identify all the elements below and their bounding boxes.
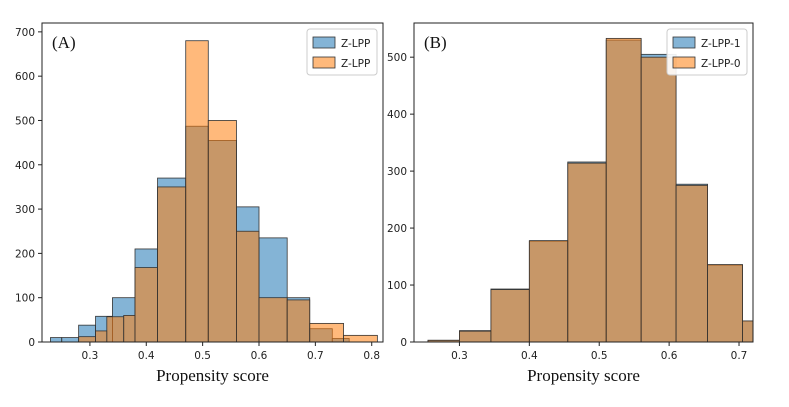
y-tick-label: 500 [15,115,35,127]
legend-swatch-2 [312,56,336,69]
y-tick-label: 600 [15,71,35,83]
y-tick-label: 300 [15,204,35,216]
legend-swatch-1 [312,36,336,49]
x-tick-label: 0.3 [82,350,99,362]
bar-2-8 [675,184,708,343]
panel-a: 0 100 200 300 400 500 600 700 0.3 0.4 0.5 0.6 0.7 0.8… [15,22,384,385]
bar-2-2 [95,330,108,343]
x-axis-label: Propensity score [156,366,269,385]
y-tick-label: 400 [15,160,35,172]
bar-2-11 [286,299,311,343]
bar-2-6 [605,37,642,343]
bar-2-5 [134,267,158,343]
x-tick-label: 0.8 [363,350,380,362]
y-tick-label: 200 [15,248,35,260]
bar-2-7 [640,56,677,343]
bar-2-4 [123,315,136,343]
bar-2-3 [490,289,530,343]
bar-2-5 [567,162,607,343]
y-tick-label: 300 [387,166,407,178]
x-axis-label: Propensity score [527,366,640,385]
x-tick-label: 0.4 [138,350,155,362]
panel-b: 0 100 200 300 400 500 0.3 0.4 0.5 0.6 0.7 Propensit… [387,22,754,385]
x-tick-label: 0.5 [194,350,211,362]
y-tick-label: 0 [400,337,407,349]
panel-label: (A) [52,33,76,52]
x-tick-label: 0.5 [591,350,608,362]
bar-2-3 [106,316,125,343]
bar-2-6 [157,186,187,343]
bar-2-9 [707,264,743,343]
bar-2-2 [459,330,492,343]
legend-label-1: Z-LPP-1 [701,38,741,50]
legend: Z-LPP Z-LPP [306,28,378,76]
bar-2-8 [207,120,237,343]
axes-frame [413,22,754,343]
x-tick-label: 0.4 [521,350,538,362]
y-tick-label: 100 [15,293,35,305]
y-tick-label: 0 [28,337,35,349]
bar-2-10 [742,320,754,343]
x-tick-label: 0.7 [307,350,324,362]
legend-swatch-2 [672,56,696,69]
legend: Z-LPP-1 Z-LPP-0 [666,28,748,76]
y-tick-label: 500 [387,52,407,64]
y-tick-label: 100 [387,280,407,292]
x-tick-label: 0.7 [731,350,748,362]
legend-label-2: Z-LPP-0 [701,58,741,70]
legend-swatch-1 [672,36,696,49]
y-tick-label: 200 [387,223,407,235]
y-tick-label: 400 [387,109,407,121]
axes-frame [41,22,384,343]
legend-label-2: Z-LPP [341,58,370,70]
bar-2-12 [309,322,344,343]
bar-1-1 [50,337,63,343]
series-2-bars [78,40,378,343]
bar-2-1 [78,336,96,343]
x-tick-label: 0.6 [661,350,678,362]
bar-2-7 [185,40,209,343]
x-tick-label: 0.3 [451,350,468,362]
bar-2-13 [343,334,378,343]
bar-2-4 [528,240,569,343]
bar-2-10 [258,297,288,343]
bar-2-9 [236,230,260,343]
series-2-bars [427,37,754,343]
bar-1-2 [61,337,80,343]
panel-label: (B) [424,33,447,52]
x-tick-label: 0.6 [251,350,268,362]
legend-label-1: Z-LPP [341,38,370,50]
y-tick-label: 700 [15,27,35,39]
